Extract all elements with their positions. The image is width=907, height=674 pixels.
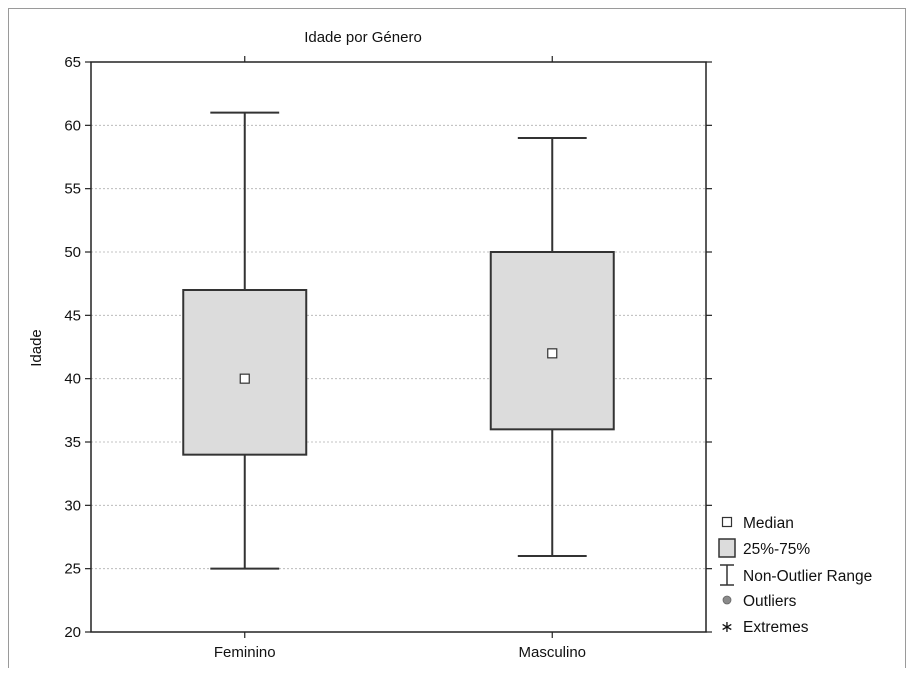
- legend-box-icon: [718, 538, 736, 558]
- box-masculino: [489, 137, 615, 557]
- y-axis-label: Idade: [28, 329, 45, 367]
- y-tick-label: 60: [64, 117, 81, 134]
- legend-label: Extremes: [743, 619, 809, 636]
- chart-frame: [8, 8, 906, 668]
- x-tick-label: Feminino: [214, 644, 276, 661]
- median-marker: [547, 348, 558, 359]
- y-tick-label: 45: [64, 307, 81, 324]
- y-tick-label: 55: [64, 181, 81, 198]
- legend-item-asterisk: ∗ Extremes: [720, 619, 808, 636]
- legend: Median 25%-75% Non-Outlier Range Outliers ∗ E…: [718, 515, 872, 636]
- chart-title: Idade por Género: [304, 29, 422, 46]
- y-axis-ticks: 20 25 30 35 40 45 50 55 60 65: [64, 54, 712, 641]
- y-tick-label: 20: [64, 624, 81, 641]
- legend-label: Median: [743, 515, 794, 532]
- y-tick-label: 30: [64, 497, 81, 514]
- legend-item-square-marker: Median: [721, 515, 794, 532]
- x-tick-label: Masculino: [518, 644, 586, 661]
- y-tick-label: 35: [64, 434, 81, 451]
- x-axis-ticks: Feminino Masculino: [214, 56, 586, 661]
- interquartile-box: [182, 289, 308, 456]
- box-feminino: [182, 111, 308, 570]
- plot-area-border: [90, 61, 707, 633]
- boxes: [182, 111, 615, 570]
- legend-item-whisker: Non-Outlier Range: [720, 564, 872, 586]
- legend-extreme-icon: ∗: [720, 619, 733, 636]
- y-tick-label: 50: [64, 244, 81, 261]
- y-tick-label: 25: [64, 561, 81, 578]
- legend-item-box: 25%-75%: [718, 538, 810, 558]
- legend-label: 25%-75%: [743, 541, 810, 558]
- y-tick-label: 40: [64, 371, 81, 388]
- legend-item-circle: Outliers: [722, 593, 797, 610]
- legend-label: Non-Outlier Range: [743, 568, 872, 585]
- legend-outlier-icon: [722, 595, 732, 605]
- legend-label: Outliers: [743, 593, 797, 610]
- median-marker: [239, 373, 250, 384]
- legend-median-icon: [721, 516, 733, 528]
- y-tick-label: 65: [64, 54, 81, 71]
- interquartile-box: [489, 251, 615, 431]
